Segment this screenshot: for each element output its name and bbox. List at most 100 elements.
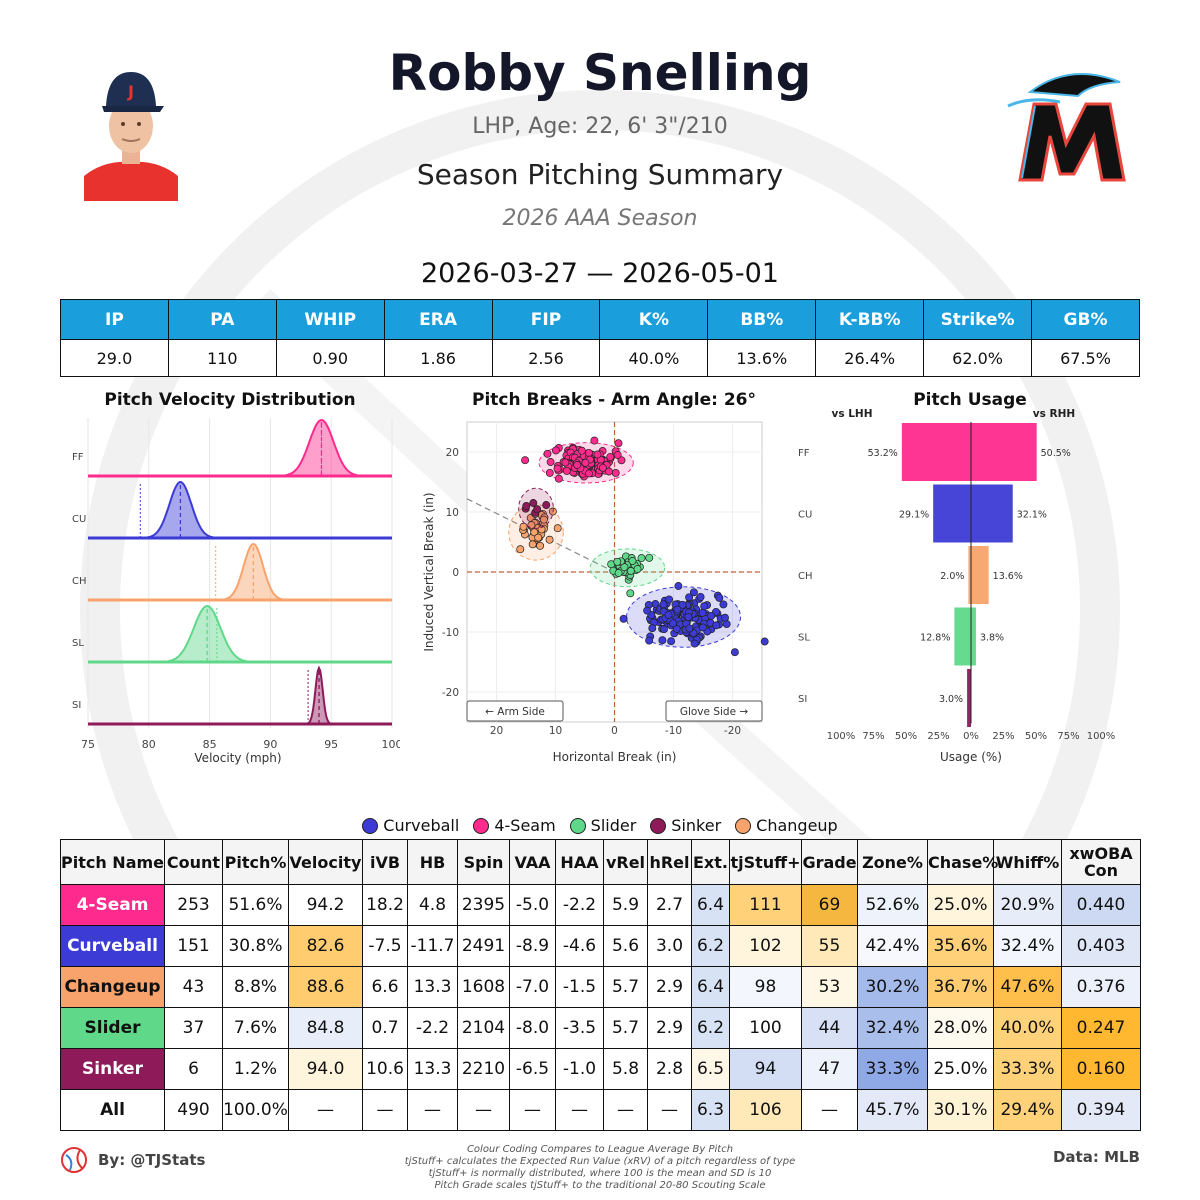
usage-bar-lhh-SI bbox=[967, 669, 971, 727]
break-point-SL bbox=[633, 565, 642, 573]
usage-tick-label: 25% bbox=[992, 731, 1014, 742]
arm-side-label: ← Arm Side bbox=[466, 700, 564, 722]
usage-bar-rhh-CH bbox=[971, 546, 989, 604]
pitch-table-cell: -2.2 bbox=[407, 1007, 458, 1049]
pitch-name-cell: All bbox=[60, 1089, 165, 1131]
pitch-table-header-cell: Grade bbox=[801, 839, 858, 885]
pitch-table-header-cell: tjStuff+ bbox=[729, 839, 802, 885]
pitch-table-cell: — bbox=[801, 1089, 858, 1131]
stats-header-cell: IP bbox=[60, 299, 169, 340]
stats-header-cell: Strike% bbox=[923, 299, 1033, 340]
pitch-table-header-cell: Chase% bbox=[927, 839, 998, 885]
break-point-CU bbox=[722, 620, 731, 629]
break-point-CH bbox=[553, 524, 562, 533]
pitch-table-cell: 6.5 bbox=[691, 1048, 730, 1090]
pitch-table-cell: 3.0 bbox=[647, 925, 692, 967]
legend-label: Curveball bbox=[383, 816, 460, 835]
velocity-row-label: CU bbox=[72, 514, 86, 525]
pitch-table-cell: 2.7 bbox=[647, 884, 692, 926]
pitch-table-cell: 25.0% bbox=[927, 1048, 994, 1090]
break-x-tick: 10 bbox=[549, 725, 562, 737]
pitch-table-cell: 29.4% bbox=[993, 1089, 1062, 1131]
usage-tick-label: 50% bbox=[895, 731, 917, 742]
break-point-FF bbox=[593, 450, 602, 459]
pitch-table-cell: 0.376 bbox=[1061, 966, 1141, 1008]
stats-value-cell: 110 bbox=[167, 339, 277, 377]
pitch-table-cell: 2395 bbox=[457, 884, 510, 926]
pitch-table-header-cell: HB bbox=[407, 839, 458, 885]
usage-label-rhh: 32.1% bbox=[1017, 510, 1047, 521]
player-name: Robby Snelling bbox=[388, 44, 812, 102]
pitch-table-header-cell: vRel bbox=[603, 839, 648, 885]
pitch-table-cell: 94.2 bbox=[288, 884, 363, 926]
svg-text:J: J bbox=[127, 82, 134, 101]
pitch-table-cell: 33.3% bbox=[993, 1048, 1062, 1090]
pitch-table-cell: 42.4% bbox=[857, 925, 928, 967]
legend-item: Changeup bbox=[735, 816, 838, 835]
break-point-FF bbox=[553, 464, 562, 473]
break-point-SI bbox=[533, 505, 542, 514]
pitch-table-cell: 13.3 bbox=[407, 1048, 458, 1090]
footer-note: tjStuff+ calculates the Expected Run Val… bbox=[404, 1156, 796, 1167]
usage-bar-rhh-SL bbox=[971, 607, 976, 666]
velocity-row-label: FF bbox=[72, 452, 84, 463]
break-point-FF bbox=[590, 436, 599, 445]
pitch-table-header-cell: iVB bbox=[362, 839, 408, 885]
pitch-table-header-cell: Pitch% bbox=[222, 839, 289, 885]
pitch-table-cell: 94 bbox=[729, 1048, 802, 1090]
pitch-legend: Curveball 4-Seam Slider Sinker Changeup bbox=[0, 816, 1200, 835]
table-row: Sinker 6 1.2% 94.0 10.6 13.3 2210 -6.5 -1.0 5.8 2.… bbox=[60, 1048, 1141, 1090]
pitch-table-cell: 0.440 bbox=[1061, 884, 1141, 926]
usage-bar-lhh-CH bbox=[968, 546, 971, 604]
velocity-chart-title: Pitch Velocity Distribution bbox=[104, 390, 356, 410]
table-row: Slider 37 7.6% 84.8 0.7 -2.2 2104 -8.0 -3.5 5.7 2.… bbox=[60, 1007, 1141, 1049]
stats-header-cell: GB% bbox=[1031, 299, 1140, 340]
pitch-table-cell: 151 bbox=[164, 925, 223, 967]
velocity-tick-label: 80 bbox=[142, 738, 156, 751]
pitch-table-cell: — bbox=[509, 1089, 556, 1131]
break-point-CU bbox=[707, 611, 716, 620]
pitch-table-cell: 100 bbox=[729, 1007, 802, 1049]
break-point-SL bbox=[614, 569, 623, 577]
pitch-usage-chart: vs LHH vs RHH 53.2% 50.5% FF 29.1% 32.1% CU 2.0%… bbox=[798, 408, 1115, 764]
velocity-row-label: SL bbox=[72, 638, 84, 649]
pitch-table-cell: 2210 bbox=[457, 1048, 510, 1090]
pitch-table-cell: 33.3% bbox=[857, 1048, 928, 1090]
velocity-row-label: CH bbox=[72, 576, 87, 587]
break-point-CU bbox=[696, 592, 705, 601]
pitch-table-cell: 111 bbox=[729, 884, 802, 926]
break-point-CU bbox=[660, 625, 668, 634]
usage-label-lhh: 3.0% bbox=[939, 694, 963, 705]
break-y-tick: 10 bbox=[446, 507, 459, 519]
pitch-table-cell: 0.247 bbox=[1061, 1007, 1141, 1049]
pitch-table-cell: 6 bbox=[164, 1048, 223, 1090]
break-point-FF bbox=[611, 468, 620, 477]
pitch-table-cell: 32.4% bbox=[857, 1007, 928, 1049]
break-point-SL bbox=[626, 567, 635, 575]
usage-bar-lhh-SL bbox=[954, 607, 971, 666]
stats-header-row: IP PA WHIP ERA FIP K% BB% K-BB% Strike% … bbox=[60, 299, 1140, 340]
usage-row-label: SL bbox=[798, 633, 810, 644]
usage-label-lhh: 53.2% bbox=[868, 448, 898, 459]
pitch-table-cell: 35.6% bbox=[927, 925, 994, 967]
break-y-tick: -10 bbox=[442, 627, 459, 639]
usage-right-label: vs RHH bbox=[1033, 408, 1075, 420]
legend-item: 4-Seam bbox=[473, 816, 556, 835]
pitch-table-cell: 106 bbox=[729, 1089, 802, 1131]
stats-value-cell: 0.90 bbox=[275, 339, 385, 377]
stats-value-cell: 13.6% bbox=[707, 339, 817, 377]
stats-header-cell: BB% bbox=[707, 299, 817, 340]
table-row: Curveball 151 30.8% 82.6 -7.5 -11.7 2491 -8.9 -4… bbox=[60, 925, 1141, 967]
break-point-FF bbox=[614, 439, 623, 448]
break-point-CU bbox=[664, 610, 673, 619]
footer-author-text: By: @TJStats bbox=[98, 1151, 206, 1169]
pitch-table-cell: 53 bbox=[801, 966, 858, 1008]
pitch-table-cell: 40.0% bbox=[993, 1007, 1062, 1049]
pitch-table-header-cell: Count bbox=[164, 839, 223, 885]
pitch-name-cell: Sinker bbox=[60, 1048, 165, 1090]
stats-value-cell: 40.0% bbox=[599, 339, 709, 377]
legend-item: Sinker bbox=[650, 816, 721, 835]
usage-x-axis-label: Usage (%) bbox=[940, 750, 1002, 764]
pitch-table-cell: 32.4% bbox=[993, 925, 1062, 967]
break-y-axis-label: Induced Vertical Break (in) bbox=[422, 492, 436, 651]
